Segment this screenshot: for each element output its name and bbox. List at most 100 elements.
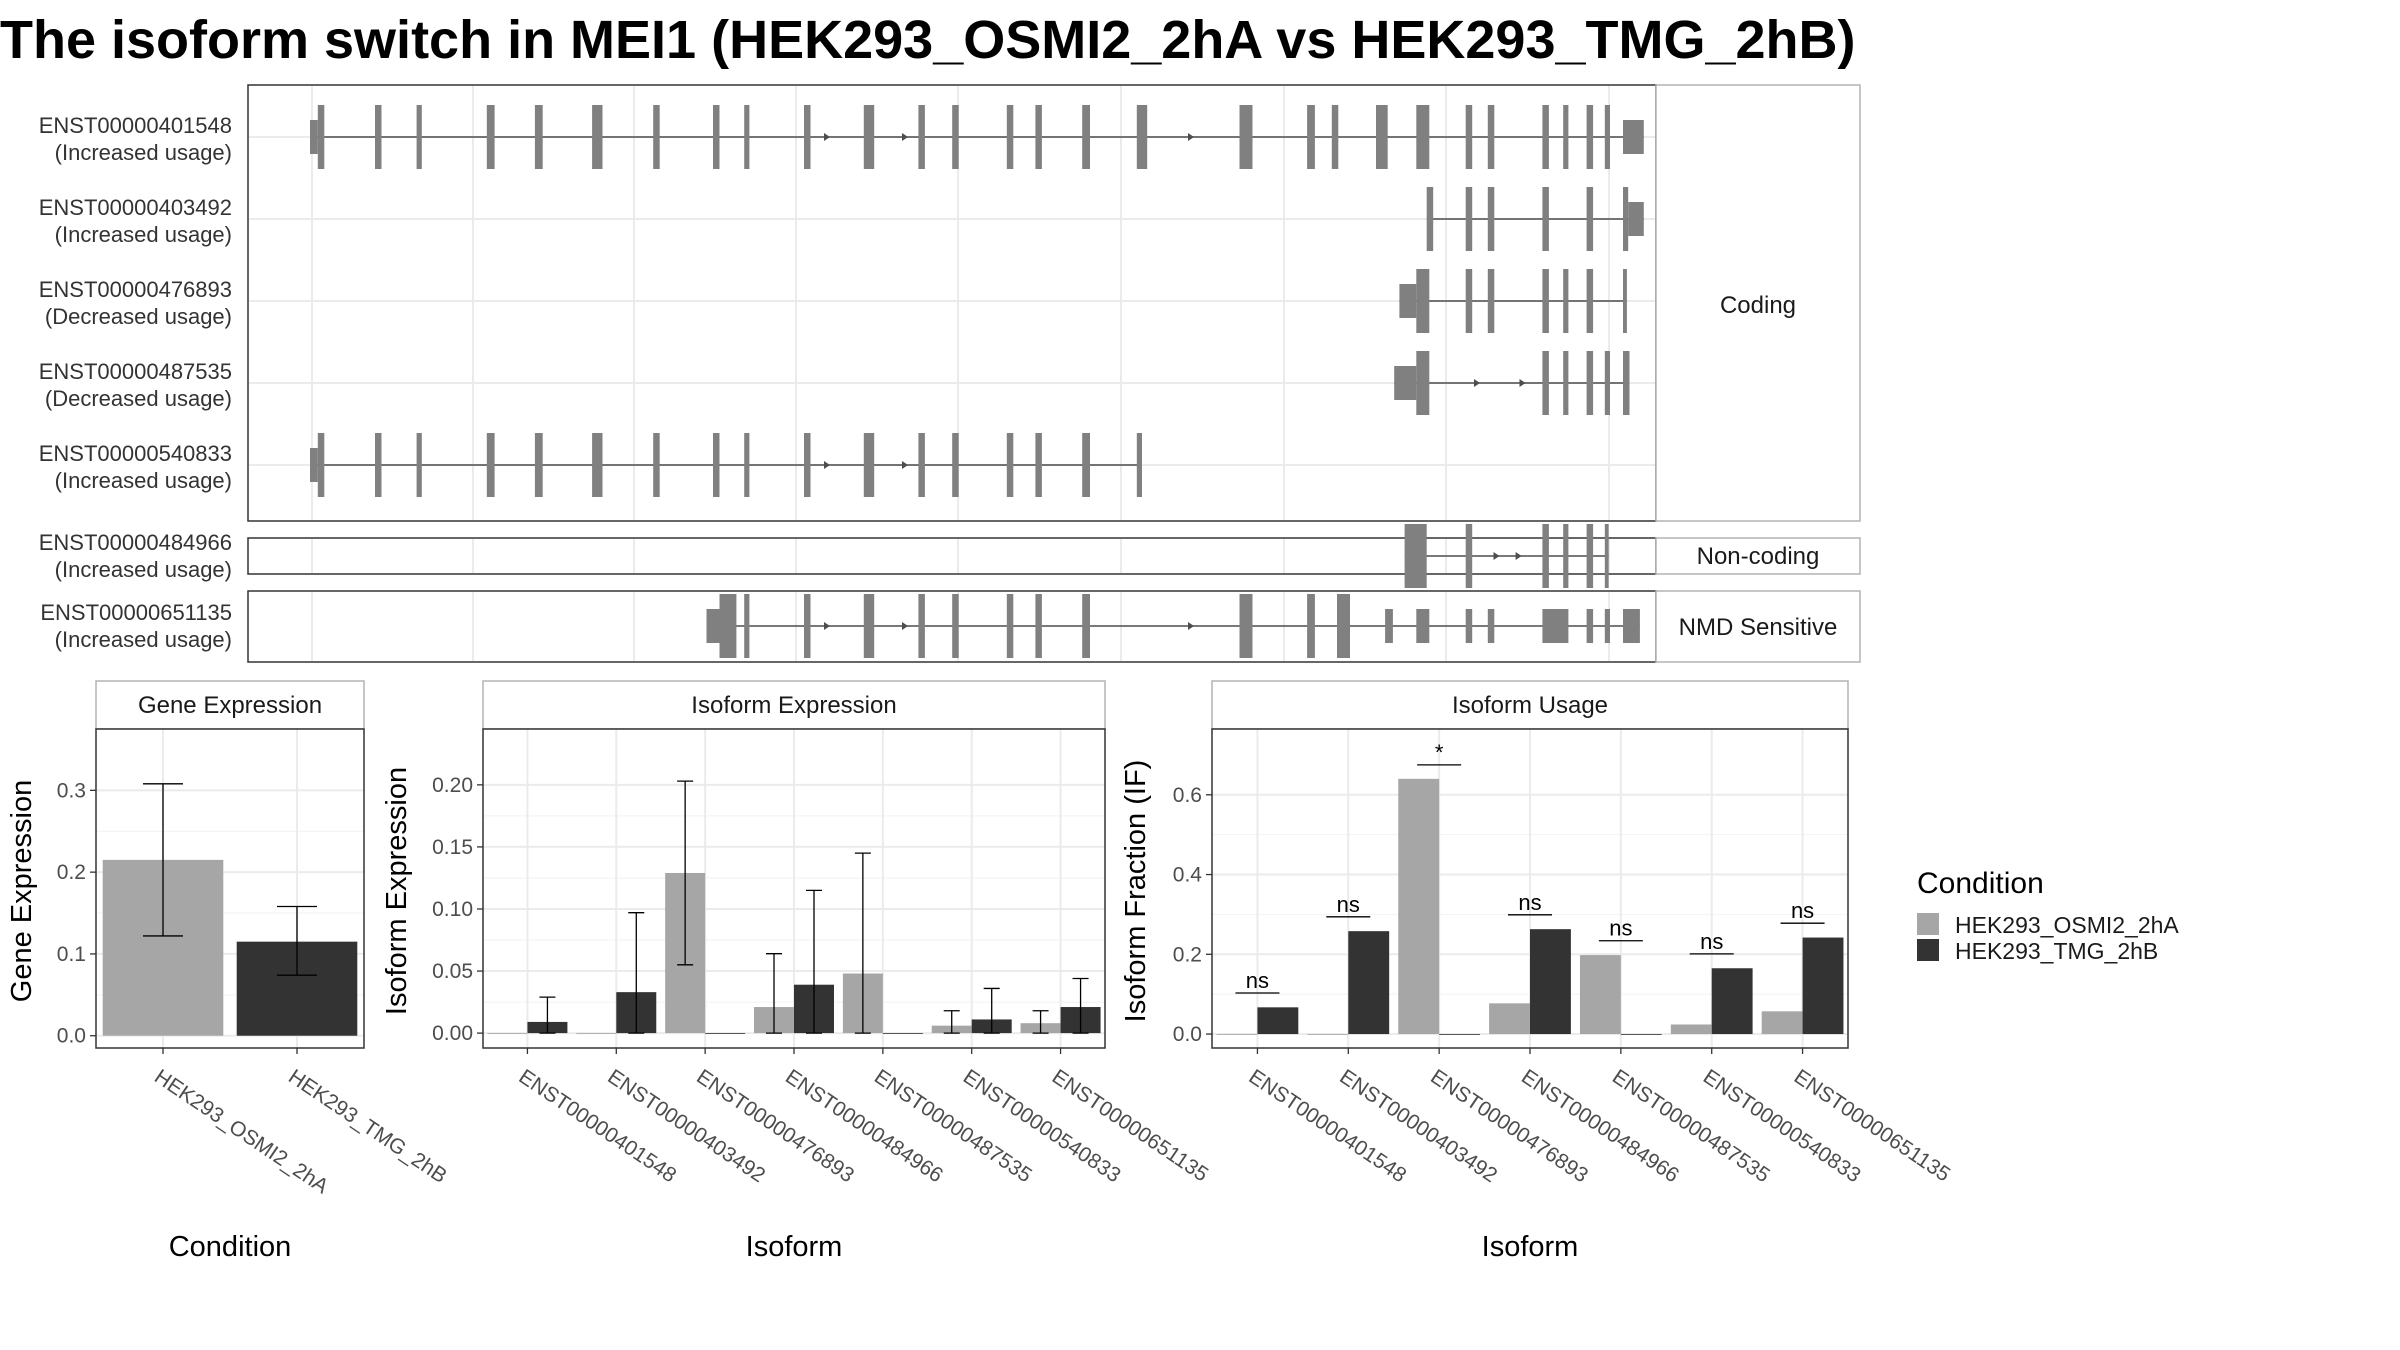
bar [1439,1034,1481,1035]
exon [952,105,959,169]
exon [1416,105,1430,169]
exon [863,433,875,497]
exon [310,120,318,154]
gene-expression-strip [95,680,365,730]
exon [1586,609,1594,643]
exon [1604,351,1610,415]
legend-label-condition-a: HEK293_OSMI2_2hA [1955,912,2179,938]
exon [1623,351,1630,415]
exon [1006,433,1014,497]
exon [1487,187,1495,251]
exon [1604,524,1609,588]
exon [592,105,603,169]
exon [1542,187,1549,251]
direction-arrow [824,622,830,630]
exon [653,105,660,169]
direction-arrow [1519,379,1526,387]
y-tick-label: 0.10 [432,898,473,921]
y-tick-label: 0.4 [1173,864,1203,887]
x-tick-label: ENST00000403492 [603,1065,769,1187]
exon [416,433,422,497]
y-tick-label: 0.2 [1173,943,1202,966]
exon [1487,609,1495,643]
isoform-expression-panel-title: Isoform Expression [691,692,896,719]
transcript-ENST00000540833 [310,433,1142,497]
exon [416,105,422,169]
transcript-usage-label: (Increased usage) [55,468,232,493]
transcript-usage-label: (Increased usage) [55,140,232,165]
exon [1035,433,1042,497]
exon [1563,105,1569,169]
y-tick-label: 0.2 [57,861,86,884]
significance-label: ns [1246,968,1269,993]
x-tick-label: ENST00000651135 [1048,1065,1213,1186]
exon [375,105,382,169]
exon [1586,105,1594,169]
y-tick-label: 0.3 [57,779,86,802]
exon [310,448,318,482]
exon [1399,284,1417,318]
exon [653,433,660,497]
transcript-id-label: ENST00000484966 [39,530,232,555]
isoform-usage-panel-title: Isoform Usage [1452,692,1608,719]
direction-arrow [824,133,830,141]
exon [1136,105,1148,169]
transcript-ENST00000403492 [1426,187,1644,251]
exon [486,105,495,169]
exon [1586,524,1594,588]
exon [1465,105,1473,169]
exon [1586,269,1594,333]
bar [576,1033,617,1034]
x-tick-label: ENST00000540833 [1699,1065,1865,1187]
exon [1487,105,1495,169]
exon [713,433,720,497]
significance-label: * [1435,740,1444,765]
exon [1136,433,1142,497]
exon [317,433,325,497]
isoform-expression-chart: Isoform Expression Isoform Isoform Expre… [381,680,1213,1263]
exon [1035,105,1042,169]
x-tick-label: ENST00000487535 [1608,1065,1774,1187]
isoform-usage-y-axis-title: Isoform Fraction (IF) [1120,760,1152,1023]
exon [804,433,811,497]
transcript-usage-label: (Decreased usage) [45,304,232,329]
bar [1216,1034,1258,1035]
x-tick-label: ENST00000487535 [870,1065,1036,1187]
exon [1563,524,1569,588]
exon [1586,187,1594,251]
exon [1465,187,1473,251]
condition-legend: Condition HEK293_OSMI2_2hA HEK293_TMG_2h… [1917,867,2179,964]
figure-title: The isoform switch in MEI1 (HEK293_OSMI2… [0,10,1856,70]
transcript-id-label: ENST00000487535 [39,359,232,384]
exon [1307,105,1315,169]
exon [1082,433,1090,497]
exon [918,433,925,497]
bar [1398,778,1440,1035]
y-tick-label: 0.6 [1173,784,1202,807]
significance-label: ns [1609,916,1632,941]
exon [1006,594,1014,658]
direction-arrow [824,461,830,469]
legend-swatch-condition-b [1917,939,1939,961]
exon [1623,187,1629,251]
non-coding-strip-label: Non-coding [1697,543,1820,570]
exon [706,609,720,643]
x-tick-label: ENST00000401548 [1245,1065,1411,1187]
exon [1542,351,1549,415]
exon [1586,351,1594,415]
gene-expression-x-axis-title: Condition [169,1231,292,1263]
isoform-expression-strip [482,680,1106,730]
transcript-ENST00000476893 [1399,269,1627,333]
exon [1376,105,1388,169]
y-tick-label: 0.00 [432,1022,473,1045]
exon [1465,524,1473,588]
x-tick-label: ENST00000484966 [1517,1065,1683,1187]
y-tick-label: 0.0 [1173,1023,1202,1046]
y-tick-label: 0.1 [57,943,86,966]
exon [1604,609,1610,643]
direction-arrow [1188,133,1194,141]
nmd-sensitive-strip [1655,590,1861,663]
transcript-usage-label: (Increased usage) [55,557,232,582]
exon [744,433,750,497]
